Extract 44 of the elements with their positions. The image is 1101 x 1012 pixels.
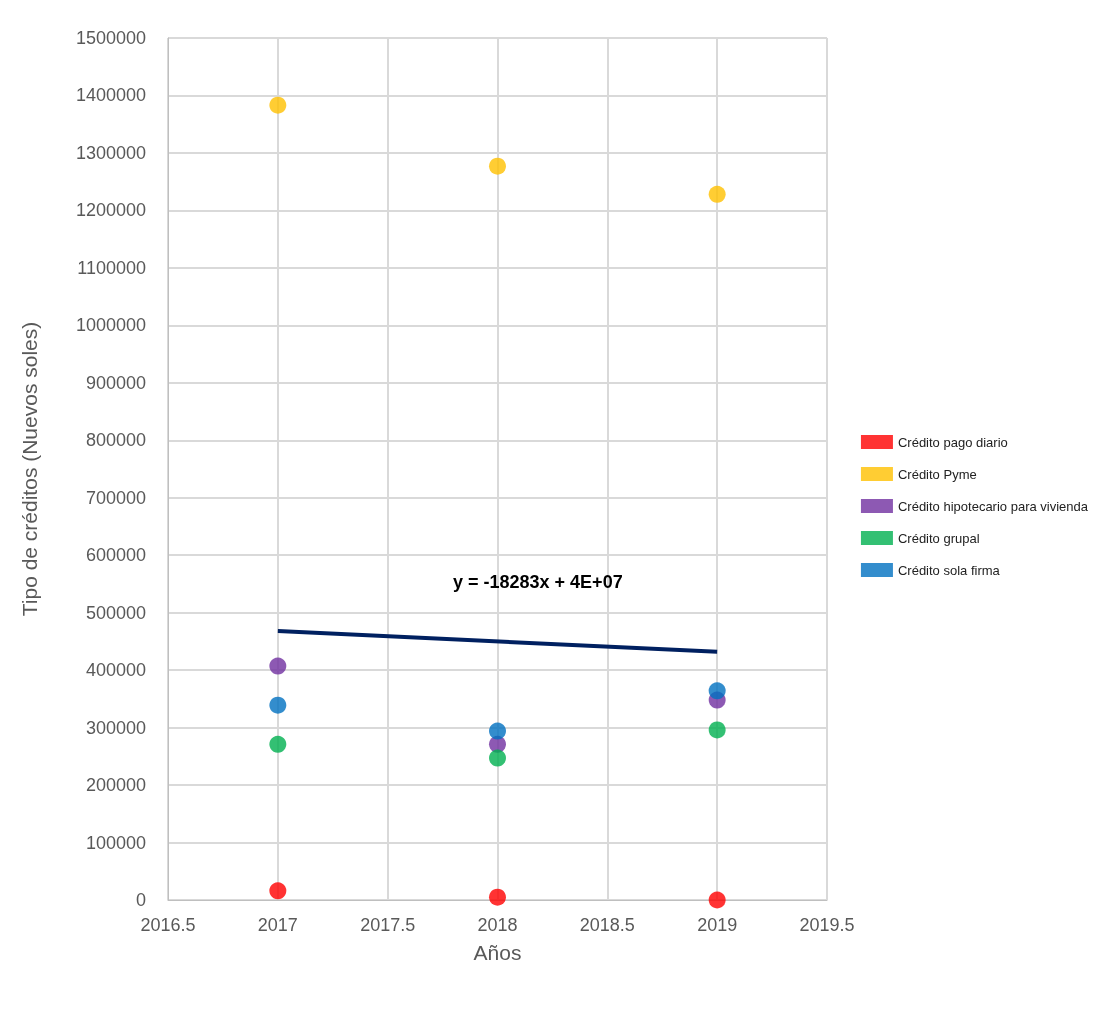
point xyxy=(708,891,726,909)
point xyxy=(489,722,506,740)
x-tick-label: 2016.5 xyxy=(140,915,196,935)
y-tick-label: 500000 xyxy=(85,602,146,623)
legend-label: Crédito pago diario xyxy=(897,434,1008,450)
y-tick-label: 700000 xyxy=(85,487,146,508)
y-tick-label: 600000 xyxy=(85,545,146,566)
point xyxy=(708,721,726,739)
x-tick-label: 2018.5 xyxy=(579,915,635,935)
y-tick-label: 200000 xyxy=(85,775,146,796)
y-tick-label: 800000 xyxy=(85,430,146,451)
point xyxy=(269,657,287,675)
x-tick-label: 2019 xyxy=(697,915,738,935)
legend-label: Crédito hipotecario para vivienda xyxy=(897,498,1089,514)
y-tick-label: 300000 xyxy=(85,717,146,738)
y-tick-label: 900000 xyxy=(85,372,146,393)
x-tick-label: 2017 xyxy=(257,915,298,935)
y-tick-label: 1100000 xyxy=(77,257,146,278)
y-tick-label: 100000 xyxy=(85,832,146,853)
point xyxy=(708,185,726,203)
x-tick-label: 2018 xyxy=(477,915,518,935)
y-tick-label: 400000 xyxy=(85,660,146,681)
point xyxy=(269,696,287,714)
x-tick-label: 2019.5 xyxy=(799,915,855,935)
y-tick-label: 1500000 xyxy=(75,28,146,48)
point xyxy=(269,735,287,753)
y-tick-label: 1200000 xyxy=(75,200,146,221)
point xyxy=(708,682,726,700)
point xyxy=(489,888,506,906)
point xyxy=(269,882,287,900)
annotation: y = -18283x + 4E+07 xyxy=(453,572,623,592)
y-axis-title: Tipo de créditos (Nuevos soles) xyxy=(18,321,41,617)
y-tick-label: 0 xyxy=(135,890,146,910)
legend-label: Crédito grupal xyxy=(897,530,980,546)
y-tick-label: 1300000 xyxy=(75,142,146,163)
x-tick-label: 2017.5 xyxy=(360,915,416,935)
point xyxy=(489,749,506,767)
x-axis-title: Años xyxy=(473,941,522,964)
y-tick-label: 1400000 xyxy=(75,85,146,106)
legend-label: Crédito Pyme xyxy=(897,466,977,482)
legend-label: Crédito sola firma xyxy=(897,562,1001,578)
y-tick-label: 1000000 xyxy=(75,315,146,336)
point xyxy=(489,157,506,175)
point xyxy=(269,96,287,114)
